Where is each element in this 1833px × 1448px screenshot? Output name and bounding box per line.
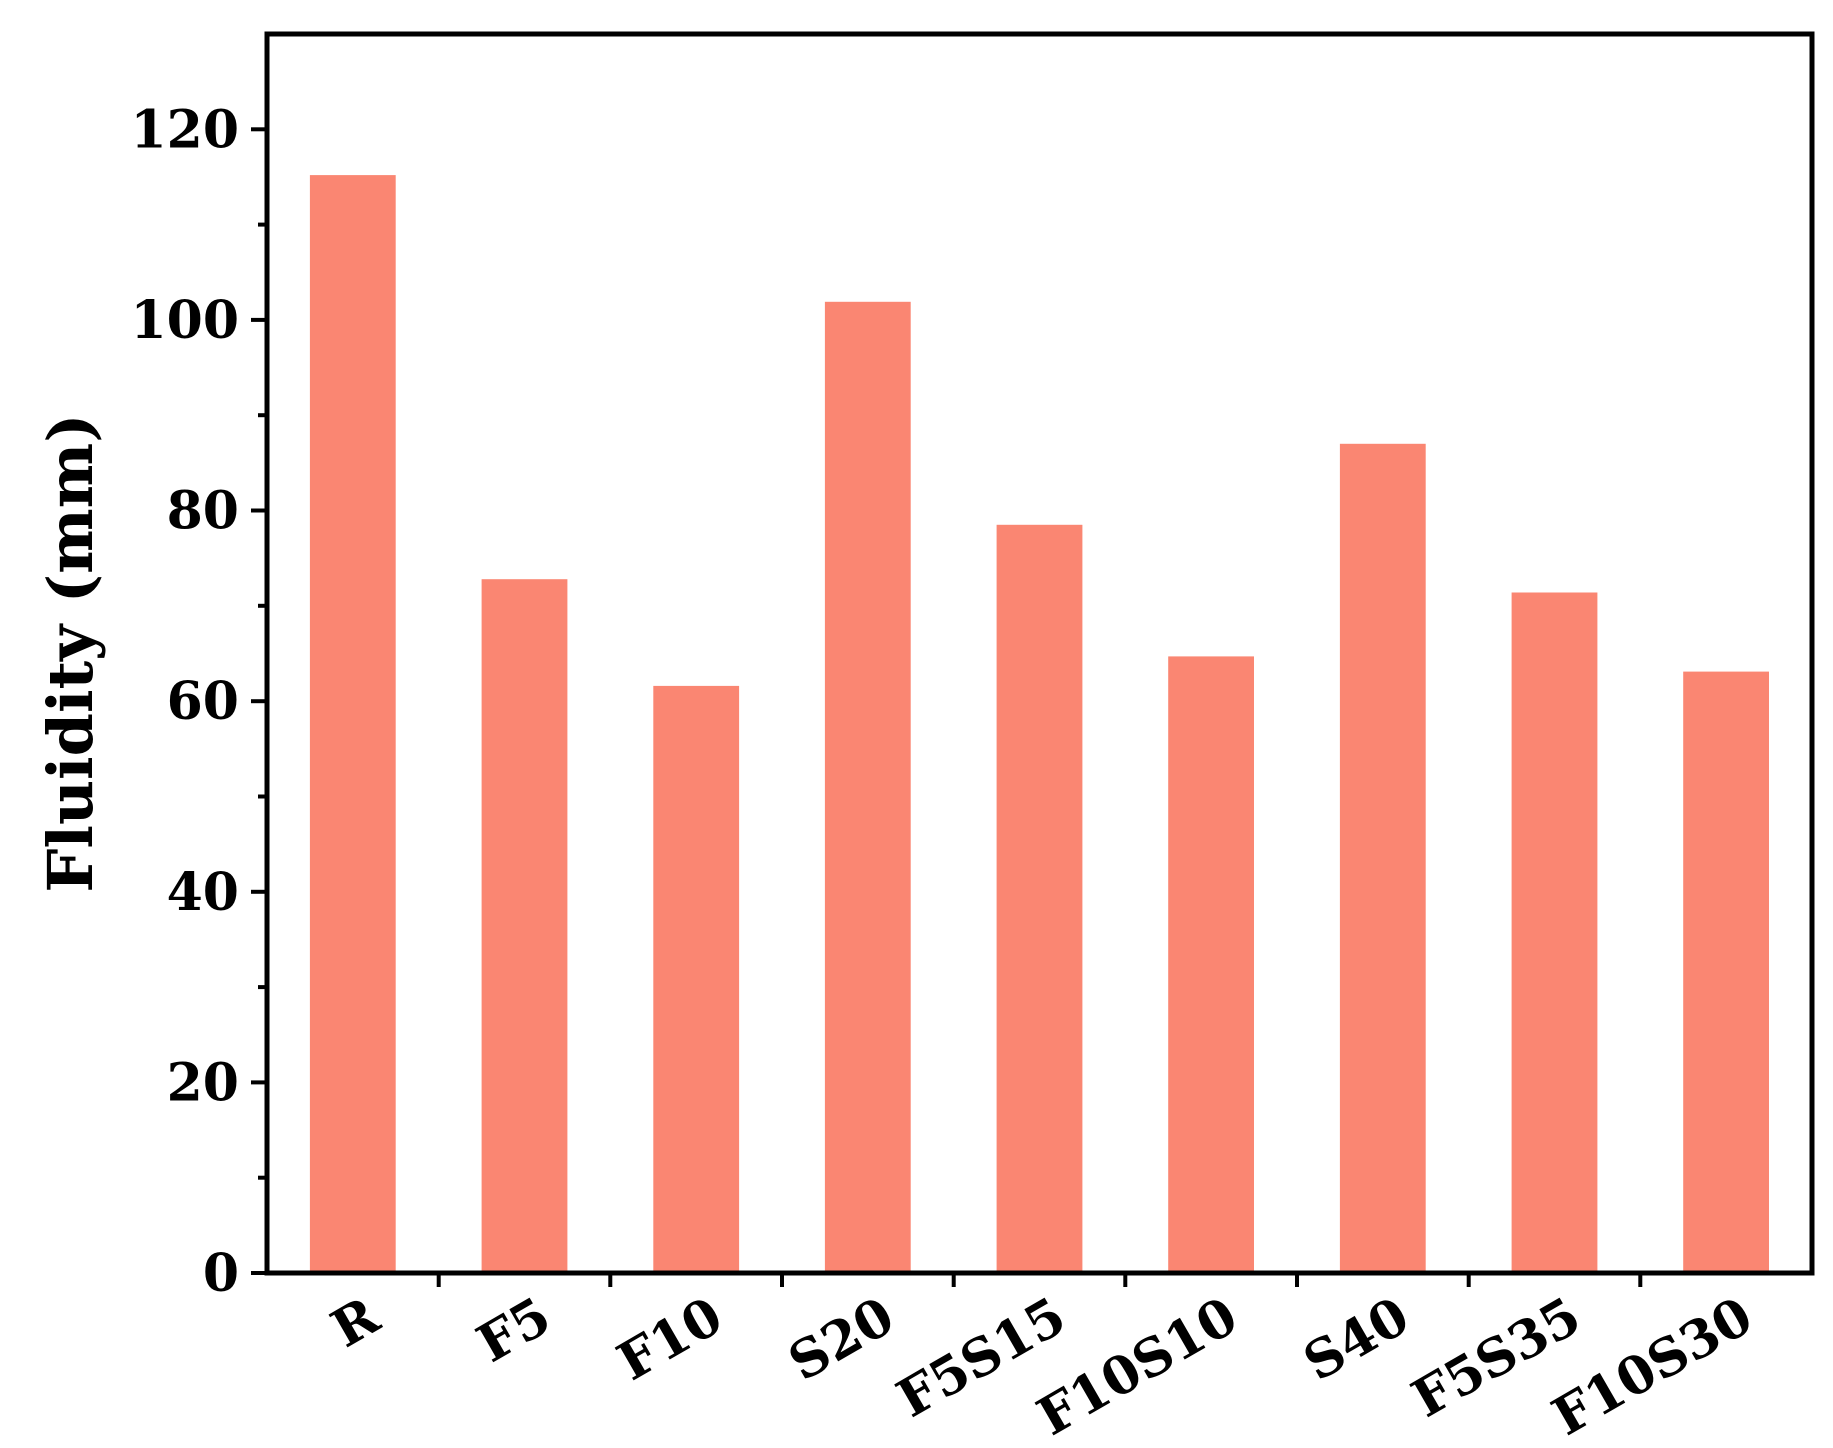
- y-tick-label: 120: [130, 99, 239, 160]
- x-tick-label-f10: F10: [608, 1285, 733, 1392]
- bar-f5: [481, 579, 568, 1273]
- x-tick-label-r: R: [321, 1285, 390, 1360]
- bar-r: [309, 175, 396, 1274]
- y-axis-title: Fluidity (mm): [34, 413, 107, 892]
- y-tick-label: 0: [203, 1243, 239, 1304]
- bars-layer: [309, 175, 1769, 1274]
- y-tick-label: 80: [167, 481, 239, 542]
- bar-s40: [1339, 443, 1426, 1273]
- y-tick-label: 60: [167, 671, 239, 732]
- bar-f5s35: [1511, 592, 1598, 1273]
- x-tick-label-s40: S40: [1294, 1285, 1420, 1393]
- plot-frame: [264, 31, 1815, 1276]
- bar-f5s15: [996, 524, 1083, 1273]
- x-tick-label-f10s30: F10S30: [1542, 1285, 1762, 1444]
- x-tick-label-f10s10: F10S10: [1027, 1285, 1247, 1444]
- y-tick-label: 20: [167, 1052, 239, 1113]
- y-tick-label: 40: [167, 862, 239, 923]
- bar-f10s30: [1683, 671, 1769, 1273]
- bar-s20: [824, 301, 911, 1273]
- bar-f10: [653, 685, 740, 1273]
- bar-f10s10: [1168, 656, 1254, 1273]
- y-tick-label: 100: [130, 290, 239, 351]
- x-tick-label-f5: F5: [467, 1285, 561, 1374]
- x-tick-label-s20: S20: [779, 1285, 905, 1393]
